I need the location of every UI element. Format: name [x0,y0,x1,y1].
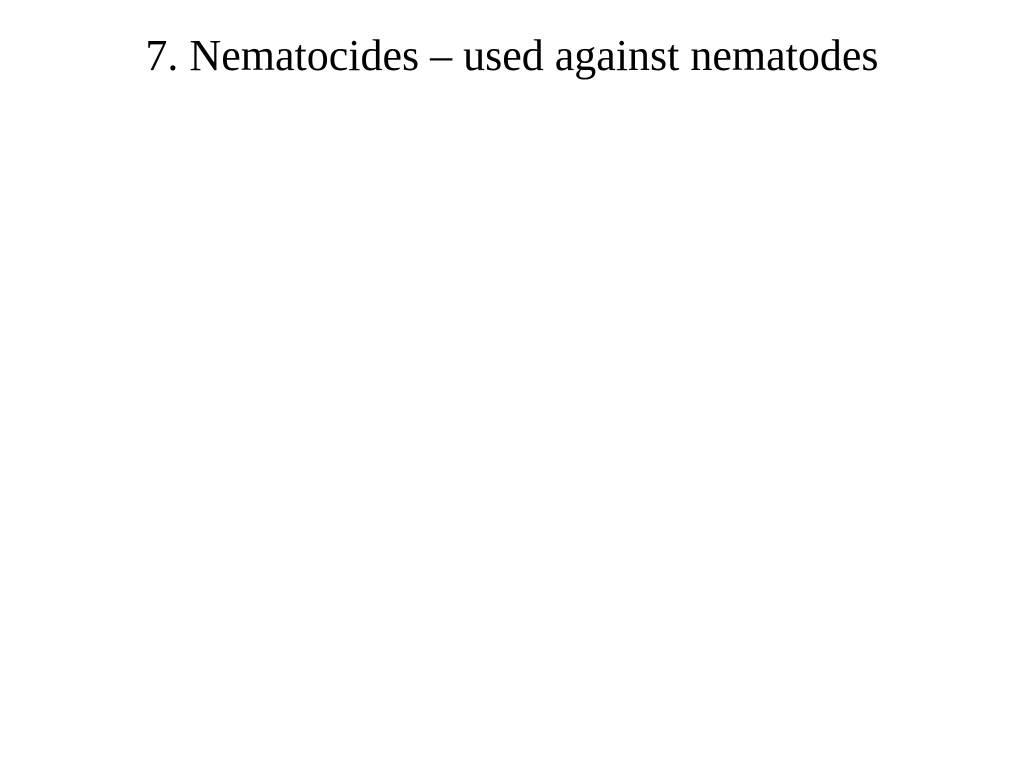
slide-title: 7. Nematocides – used against nematodes [0,28,1024,83]
slide-container: 7. Nematocides – used against nematodes [0,0,1024,768]
